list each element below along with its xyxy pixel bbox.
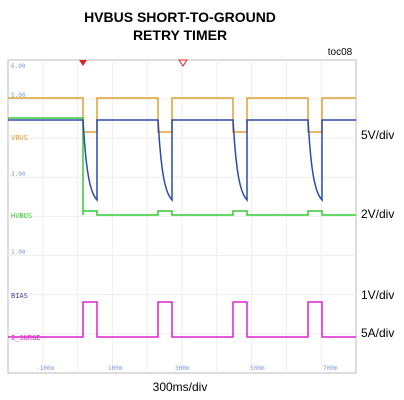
trace-label: VBUS bbox=[11, 134, 28, 142]
time-label: 100m bbox=[108, 365, 123, 372]
vbus-trace bbox=[8, 97, 356, 133]
title: RETRY TIMER bbox=[133, 27, 227, 43]
bias-trace bbox=[8, 119, 356, 203]
time-label: 500m bbox=[250, 365, 265, 372]
isurge-trace bbox=[8, 301, 356, 338]
div-label: 2V/div bbox=[361, 207, 394, 221]
div-label: 5A/div bbox=[361, 326, 394, 340]
hvbus-trace bbox=[8, 117, 356, 216]
scale-label: 5.00 bbox=[11, 92, 26, 99]
scale-label: 6.00 bbox=[11, 63, 26, 70]
trace-label: I_SURGE bbox=[11, 334, 41, 342]
trace-label: BIAS bbox=[11, 292, 28, 300]
time-div: 300ms/div bbox=[153, 380, 208, 394]
time-label: 700m bbox=[323, 365, 338, 372]
time-label: -100m bbox=[36, 365, 54, 372]
figure-id: toc08 bbox=[328, 47, 353, 58]
grid bbox=[8, 60, 356, 373]
traces bbox=[8, 97, 356, 338]
scale-label: 1.00 bbox=[11, 249, 26, 256]
time-label: 300m bbox=[175, 365, 190, 372]
trace-label: HVBUS bbox=[11, 212, 32, 220]
trigger-marker bbox=[79, 60, 87, 66]
title: HVBUS SHORT-TO-GROUND bbox=[84, 9, 276, 25]
scale-label: 3.00 bbox=[11, 171, 26, 178]
div-label: 1V/div bbox=[361, 288, 394, 302]
div-label: 5V/div bbox=[361, 128, 394, 142]
cursor-marker bbox=[178, 59, 188, 67]
